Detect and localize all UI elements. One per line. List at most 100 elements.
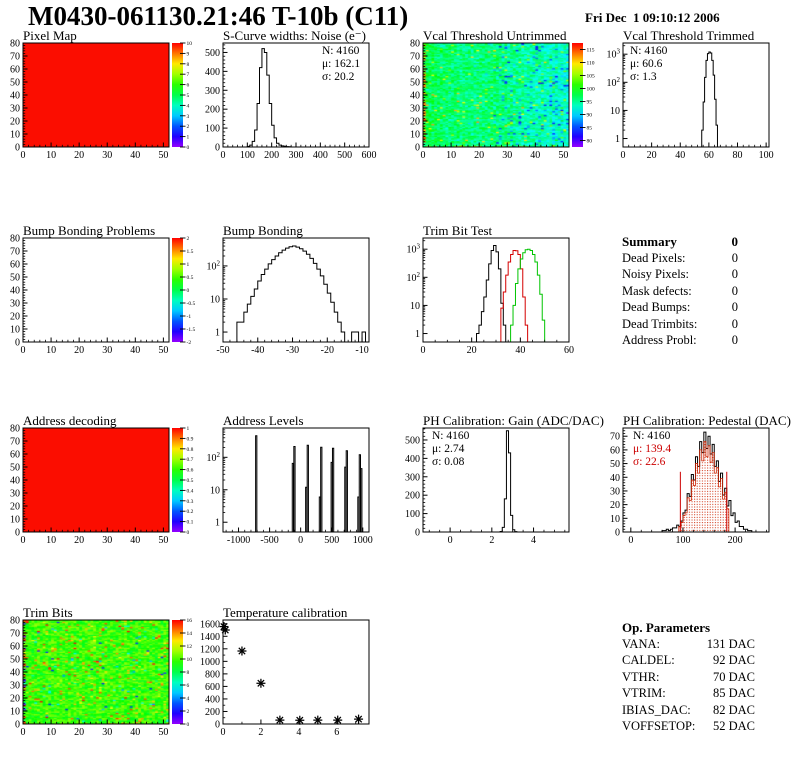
svg-text:30: 30 [102, 150, 112, 161]
svg-text:60: 60 [10, 260, 20, 271]
page-title: M0430-061130.21:46 T-10b (C11) [28, 1, 409, 31]
svg-text:-1: -1 [187, 314, 192, 320]
svg-text:30: 30 [10, 104, 20, 115]
svg-text:50: 50 [158, 150, 168, 161]
svg-text:0: 0 [421, 345, 426, 356]
svg-text:0: 0 [15, 720, 20, 731]
panel-bump-bonding-problems: Bump Bonding Problems 0 10 20 30 40 50 0 10 20 30… [0, 223, 200, 375]
svg-text:50: 50 [10, 78, 20, 89]
svg-text:20: 20 [10, 117, 20, 128]
svg-text:30: 30 [102, 345, 112, 356]
svg-text:-1000: -1000 [227, 535, 250, 546]
svg-text:500: 500 [405, 435, 420, 446]
svg-text:N: 4160: N: 4160 [630, 45, 668, 57]
svg-text:500: 500 [324, 535, 339, 546]
svg-text:2: 2 [187, 236, 190, 242]
svg-text:40: 40 [410, 91, 420, 102]
svg-text:0: 0 [221, 727, 226, 738]
svg-text:40: 40 [10, 91, 20, 102]
svg-text:100: 100 [405, 509, 420, 520]
op-parameter-row: IBIAS_DAC: 82 DAC [622, 702, 755, 717]
svg-text:30: 30 [10, 681, 20, 692]
svg-text:0: 0 [187, 288, 190, 294]
svg-text:10: 10 [210, 294, 220, 305]
panel-address-levels: Address Levels -1000 -500 0 500 1000 1 10 102 [200, 413, 400, 565]
plot-title: PH Calibration: Gain (ADC/DAC) [423, 413, 604, 428]
svg-text:1200: 1200 [200, 644, 220, 655]
svg-text:10: 10 [46, 150, 56, 161]
svg-text:10: 10 [446, 150, 456, 161]
svg-text:0.5: 0.5 [187, 275, 194, 281]
svg-text:σ: 1.3: σ: 1.3 [630, 71, 657, 83]
svg-text:80: 80 [733, 150, 743, 161]
svg-text:80: 80 [410, 39, 420, 50]
svg-text:0: 0 [298, 535, 303, 546]
svg-text:115: 115 [587, 48, 595, 54]
svg-text:85: 85 [587, 126, 593, 132]
svg-text:0: 0 [21, 727, 26, 738]
svg-text:μ: 162.1: μ: 162.1 [322, 58, 360, 70]
svg-text:1: 1 [187, 135, 190, 141]
svg-text:50: 50 [10, 273, 20, 284]
svg-text:-2: -2 [187, 340, 192, 346]
svg-text:8: 8 [187, 670, 190, 676]
svg-text:N: 4160: N: 4160 [322, 45, 360, 57]
svg-text:40: 40 [675, 150, 685, 161]
svg-text:300: 300 [205, 86, 220, 97]
svg-text:4: 4 [187, 696, 190, 702]
svg-text:70: 70 [610, 432, 620, 443]
svg-text:30: 30 [10, 489, 20, 500]
svg-text:60: 60 [10, 642, 20, 653]
panel-ph-gain: PH Calibration: Gain (ADC/DAC) 0 2 4 0 100 20… [400, 413, 604, 565]
svg-text:14: 14 [187, 631, 193, 637]
svg-text:1400: 1400 [200, 632, 220, 643]
op-parameter-row: VANA: 131 DAC [622, 637, 755, 651]
svg-text:0: 0 [448, 535, 453, 546]
svg-text:6: 6 [187, 683, 190, 689]
svg-text:3: 3 [187, 114, 190, 120]
svg-text:100: 100 [675, 535, 690, 546]
op-parameter-row: VTRIM: 85 DAC [622, 686, 755, 701]
svg-text:100: 100 [205, 124, 220, 135]
svg-text:60: 60 [564, 345, 574, 356]
plot-title: Address Levels [223, 413, 304, 428]
svg-text:30: 30 [10, 299, 20, 310]
svg-text:105: 105 [587, 74, 596, 80]
plot-title: Temperature calibration [223, 605, 348, 620]
svg-text:4: 4 [531, 535, 536, 546]
svg-text:70: 70 [10, 629, 20, 640]
svg-text:-30: -30 [286, 345, 299, 356]
svg-text:0: 0 [415, 528, 420, 539]
svg-text:1600: 1600 [200, 619, 220, 630]
svg-text:0.7: 0.7 [187, 457, 194, 463]
svg-text:0: 0 [221, 150, 226, 161]
svg-text:0.8: 0.8 [187, 447, 194, 453]
svg-text:80: 80 [10, 39, 20, 50]
svg-text:8: 8 [187, 62, 190, 68]
svg-text:10: 10 [46, 345, 56, 356]
svg-text:103: 103 [607, 48, 621, 61]
svg-text:60: 60 [10, 450, 20, 461]
svg-text:10: 10 [10, 707, 20, 718]
svg-text:300: 300 [289, 150, 304, 161]
svg-text:9: 9 [187, 51, 190, 57]
svg-text:6: 6 [187, 83, 190, 89]
plot-title: Pixel Map [23, 28, 77, 43]
svg-text:0.5: 0.5 [187, 478, 194, 484]
svg-text:40: 40 [10, 668, 20, 679]
svg-text:400: 400 [205, 67, 220, 78]
svg-text:70: 70 [10, 247, 20, 258]
svg-text:N: 4160: N: 4160 [432, 430, 470, 442]
svg-text:0.4: 0.4 [187, 488, 194, 494]
scurve-noise-histogram: 0 100 200 300 400 500 600 0 100 200 300 400 500 N: 41… [205, 42, 377, 161]
panel-temperature-calibration: Temperature calibration 0 2 4 6 0 200 400 600 80… [200, 605, 400, 757]
svg-text:4: 4 [296, 727, 301, 738]
plot-title: Vcal Threshold Untrimmed [423, 28, 567, 43]
plot-title: Bump Bonding [223, 223, 303, 238]
svg-text:50: 50 [158, 727, 168, 738]
svg-text:μ: 60.6: μ: 60.6 [630, 58, 663, 70]
op-parameters-header: Op. Parameters [622, 620, 755, 637]
